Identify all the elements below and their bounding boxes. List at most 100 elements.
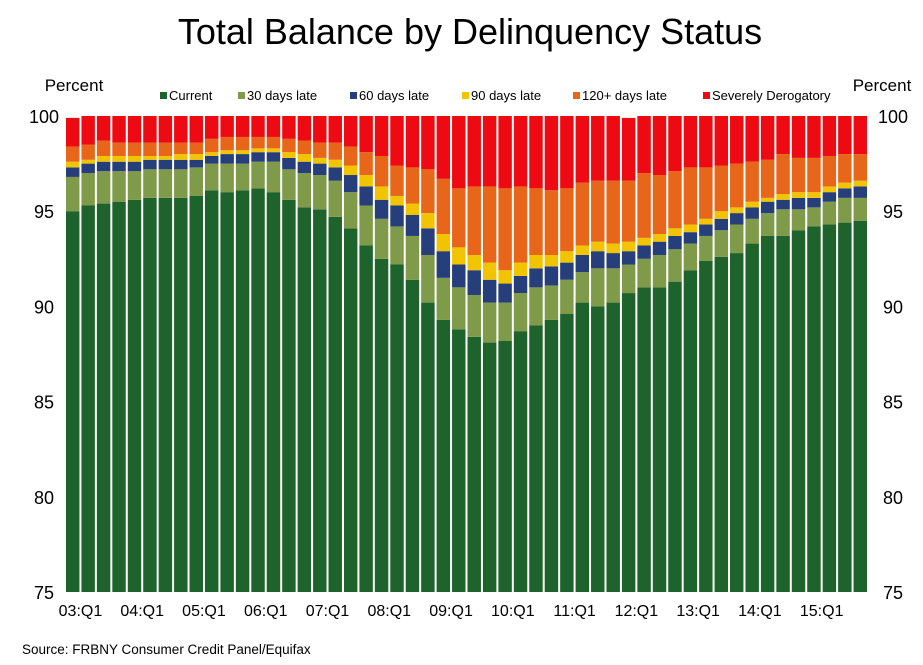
bar-05-q2 — [204, 116, 219, 593]
bar-segment-120-days-late — [683, 167, 698, 225]
bar-segment-90-days-late — [745, 201, 759, 208]
bar-segment-90-days-late — [189, 154, 203, 160]
bars — [66, 116, 867, 593]
bar-segment-60-days-late — [127, 161, 142, 172]
bar-segment-90-days-late — [343, 165, 358, 176]
bar-segment-60-days-late — [328, 167, 342, 181]
bar-segment-120-days-late — [822, 155, 837, 187]
legend-swatch — [703, 92, 710, 99]
bar-segment-severely-derogatory — [529, 116, 543, 189]
bar-13-q1 — [683, 116, 698, 592]
bar-segment-current — [621, 293, 636, 592]
bar-segment-severely-derogatory — [189, 116, 203, 143]
bar-12-q3 — [652, 116, 667, 592]
bar-06-q4 — [297, 116, 312, 592]
bar-segment-current — [127, 199, 142, 592]
bar-segment-current — [452, 329, 466, 592]
bar-segment-30-days-late — [529, 287, 543, 326]
bar-segment-120-days-late — [467, 186, 481, 255]
bar-segment-severely-derogatory — [282, 116, 296, 139]
bar-segment-severely-derogatory — [807, 116, 821, 158]
bar-segment-120-days-late — [405, 167, 420, 204]
bar-segment-current — [143, 197, 157, 592]
bar-segment-90-days-late — [251, 148, 265, 153]
bar-segment-90-days-late — [683, 224, 698, 233]
bar-segment-current — [405, 279, 420, 592]
bar-segment-30-days-late — [822, 201, 837, 225]
x-tick-label: 08:Q1 — [367, 603, 411, 620]
bar-segment-current — [374, 258, 389, 592]
bar-segment-90-days-late — [374, 186, 389, 200]
bar-segment-severely-derogatory — [143, 116, 157, 143]
legend-swatch — [238, 92, 245, 99]
source-note: Source: FRBNY Consumer Credit Panel/Equi… — [22, 642, 311, 657]
bar-segment-severely-derogatory — [452, 116, 466, 189]
bar-segment-60-days-late — [791, 197, 806, 210]
bar-segment-90-days-late — [838, 182, 852, 189]
bar-segment-severely-derogatory — [513, 116, 528, 187]
bar-segment-90-days-late — [81, 159, 95, 164]
bar-segment-120-days-late — [482, 186, 497, 263]
bar-segment-60-days-late — [544, 266, 559, 286]
bar-10-q1 — [498, 116, 512, 592]
bar-segment-120-days-late — [637, 173, 651, 238]
bar-07-q4 — [359, 116, 373, 593]
legend-label: 120+ days late — [582, 88, 667, 103]
bar-06-q2 — [266, 116, 281, 592]
bar-segment-60-days-late — [652, 241, 667, 255]
bar-segment-30-days-late — [282, 169, 296, 200]
bar-segment-current — [745, 243, 759, 592]
bar-segment-30-days-late — [714, 230, 729, 257]
bar-segment-120-days-late — [838, 154, 852, 183]
x-tick-label: 03:Q1 — [59, 603, 103, 620]
bar-segment-60-days-late — [282, 157, 296, 170]
bar-segment-30-days-late — [204, 163, 219, 191]
bar-segment-current — [235, 190, 250, 593]
y-tick-label-right: 95 — [883, 202, 903, 222]
bar-segment-60-days-late — [343, 175, 358, 193]
bar-13-q2 — [699, 116, 713, 592]
y-tick-label-left: 95 — [34, 202, 54, 222]
bar-segment-current — [220, 192, 234, 592]
bar-segment-90-days-late — [96, 155, 111, 162]
legend-label: 30 days late — [247, 88, 317, 103]
bar-segment-current — [498, 340, 512, 592]
bar-08-q4 — [421, 116, 435, 592]
bar-segment-60-days-late — [699, 224, 713, 236]
bar-segment-90-days-late — [791, 192, 806, 198]
bar-segment-90-days-late — [730, 207, 744, 214]
bar-segment-120-days-late — [189, 142, 203, 155]
bar-segment-severely-derogatory — [297, 116, 312, 141]
bar-segment-current — [560, 314, 574, 592]
legend-item-current: Current — [160, 88, 213, 103]
bar-segment-30-days-late — [513, 293, 528, 332]
bar-segment-30-days-late — [467, 294, 481, 337]
bar-segment-90-days-late — [822, 186, 837, 193]
bar-segment-120-days-late — [282, 138, 296, 153]
bar-segment-90-days-late — [328, 159, 342, 168]
bar-segment-90-days-late — [560, 251, 574, 263]
bar-segment-current — [174, 197, 188, 592]
y-tick-label-left: 80 — [34, 488, 54, 508]
bar-05-q4 — [235, 116, 250, 593]
bar-segment-current — [838, 222, 852, 592]
bar-segment-current — [714, 256, 729, 592]
bar-segment-severely-derogatory — [421, 116, 435, 170]
bar-segment-30-days-late — [405, 235, 420, 280]
bar-segment-severely-derogatory — [822, 116, 837, 156]
bar-03-q3 — [96, 116, 111, 593]
bar-segment-60-days-late — [143, 159, 157, 170]
bar-segment-90-days-late — [112, 155, 126, 162]
bar-segment-120-days-late — [359, 152, 373, 176]
bar-segment-current — [266, 192, 281, 592]
bar-segment-60-days-late — [405, 215, 420, 236]
bar-segment-90-days-late — [714, 211, 729, 219]
bar-segment-severely-derogatory — [591, 116, 605, 181]
bar-segment-severely-derogatory — [760, 116, 775, 160]
bar-segment-30-days-late — [174, 169, 188, 198]
bar-segment-30-days-late — [266, 161, 281, 193]
bar-segment-severely-derogatory — [436, 116, 451, 179]
bar-11-q4 — [606, 116, 620, 592]
bar-segment-current — [652, 287, 667, 592]
bar-08-q2 — [390, 116, 404, 592]
